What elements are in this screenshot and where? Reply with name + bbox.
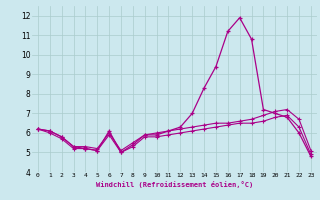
X-axis label: Windchill (Refroidissement éolien,°C): Windchill (Refroidissement éolien,°C): [96, 181, 253, 188]
